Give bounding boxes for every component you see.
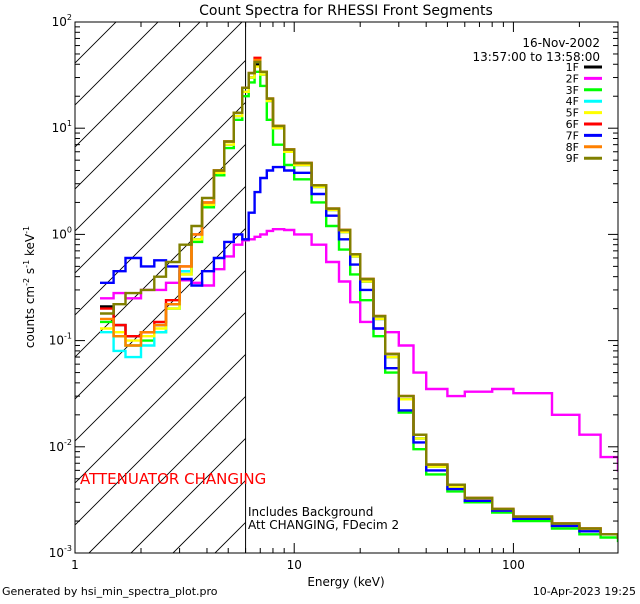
legend-label-9F: 9F xyxy=(566,152,579,165)
observation-date: 16-Nov-2002 xyxy=(522,36,600,50)
legend-label-2F: 2F xyxy=(566,72,579,85)
x-tick-label: 1 xyxy=(71,558,79,572)
timestamp-label: 10-Apr-2023 19:25 xyxy=(533,585,636,598)
legend-label-1F: 1F xyxy=(566,61,579,74)
hatch-line xyxy=(75,353,246,526)
y-tick-label: 10-2 xyxy=(49,438,72,454)
legend-label-4F: 4F xyxy=(566,95,579,108)
generated-by-label: Generated by hsi_min_spectra_plot.pro xyxy=(2,585,218,598)
attenuator-changing-label: ATTENUATOR CHANGING xyxy=(80,470,266,488)
x-tick-labels: 1 10 100 xyxy=(71,558,525,572)
hatch-line xyxy=(75,143,246,316)
y-tick-label: 101 xyxy=(52,119,72,135)
legend-label-6F: 6F xyxy=(566,118,579,131)
y-tick-label: 102 xyxy=(52,13,72,29)
attenuator-hatch xyxy=(75,22,246,553)
axis-ticks xyxy=(74,21,619,554)
x-tick-label: 10 xyxy=(287,558,302,572)
hatch-line xyxy=(75,311,246,484)
legend-label-7F: 7F xyxy=(566,129,579,142)
y-axis-label: counts cm-2 s-1 keV-1 xyxy=(22,226,37,348)
hatch-line xyxy=(75,59,246,232)
y-tick-labels: 102 101 100 10-1 10-2 10-3 xyxy=(49,13,72,560)
plot-frame xyxy=(74,21,619,554)
y-tick-label: 100 xyxy=(52,225,72,241)
chart-title: Count Spectra for RHESSI Front Segments xyxy=(199,3,493,19)
hatch-line xyxy=(75,101,246,274)
hatch-line xyxy=(75,269,246,442)
time-range: 13:57:00 to 13:58:00 xyxy=(473,50,600,64)
series-line-9F xyxy=(100,60,618,539)
x-tick-label: 100 xyxy=(502,558,525,572)
attenuator-status-label: Att CHANGING, FDecim 2 xyxy=(248,518,399,532)
hatch-line xyxy=(75,185,246,358)
legend-label-3F: 3F xyxy=(566,84,579,97)
hatch-line xyxy=(88,395,246,553)
legend-label-8F: 8F xyxy=(566,141,579,154)
includes-background-label: Includes Background xyxy=(248,505,373,519)
y-tick-label: 10-3 xyxy=(49,544,72,560)
legend-label-5F: 5F xyxy=(566,107,579,120)
y-tick-label: 10-1 xyxy=(49,332,72,348)
series-line-7F xyxy=(100,165,618,539)
x-axis-label: Energy (keV) xyxy=(307,575,384,589)
series-group xyxy=(100,56,618,543)
